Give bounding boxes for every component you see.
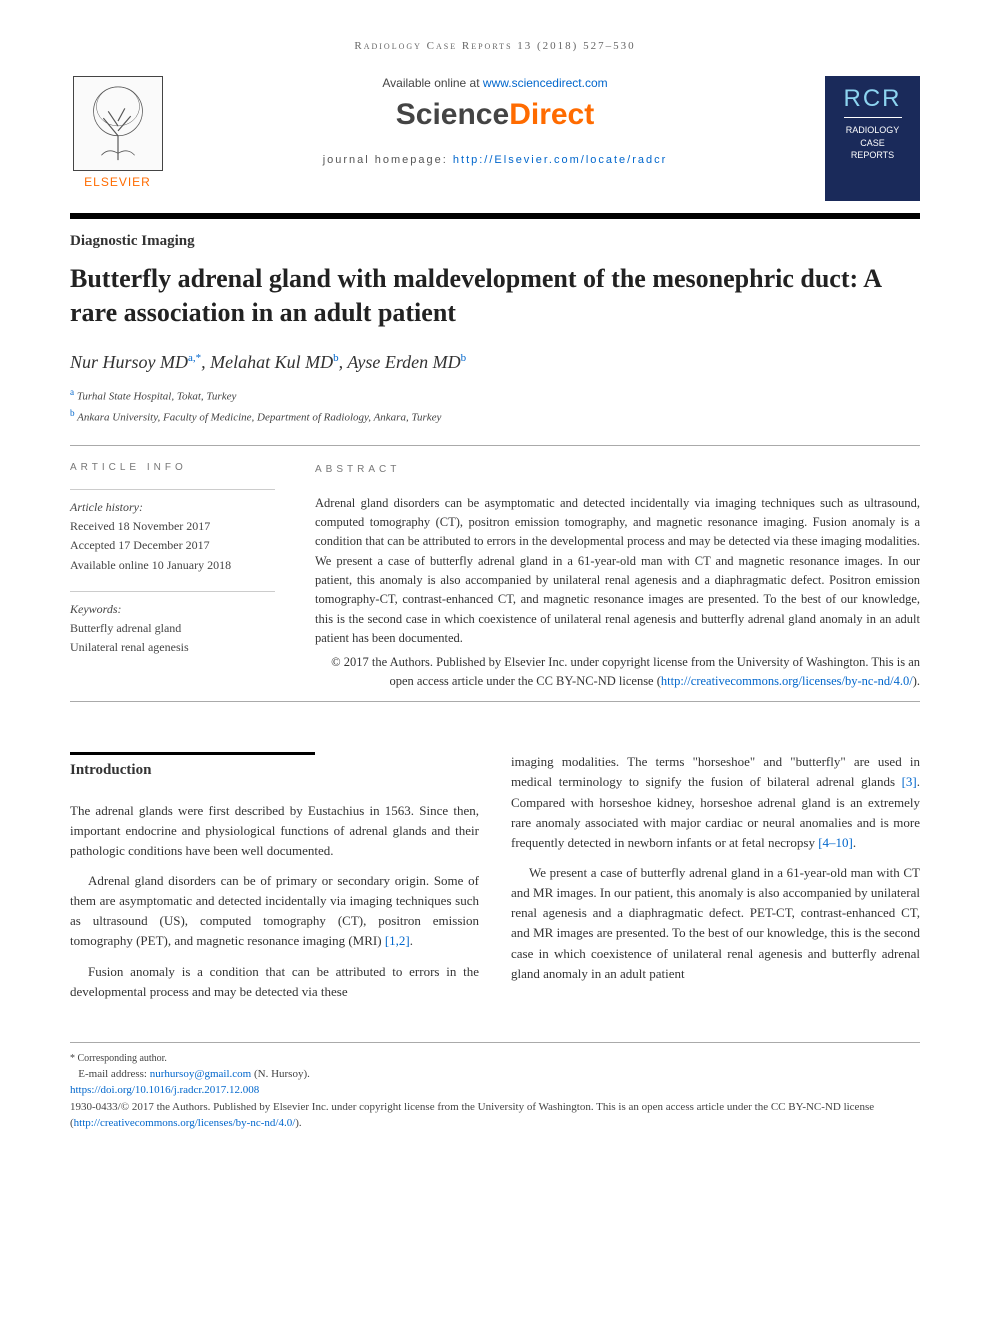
sciencedirect-link[interactable]: www.sciencedirect.com [483,76,608,90]
ref-link[interactable]: [1,2] [385,933,410,948]
elsevier-logo: ELSEVIER [70,76,165,189]
doi-link[interactable]: https://doi.org/10.1016/j.radcr.2017.12.… [70,1084,259,1096]
period: . [410,933,413,948]
affil-mark: a [70,387,74,397]
affil-text: Turhal State Hospital, Tokat, Turkey [77,390,237,402]
keyword-item: Unilateral renal agenesis [70,638,275,657]
author-marks: b [461,352,467,364]
period: . [853,835,856,850]
body-columns: Introduction The adrenal glands were fir… [70,752,920,1012]
available-online: Available online at www.sciencedirect.co… [185,76,805,90]
online-date: Available online 10 January 2018 [70,556,275,575]
affil-text: Ankara University, Faculty of Medicine, … [77,412,441,424]
info-heading: ARTICLE INFO [70,462,275,473]
affiliations: a Turhal State Hospital, Tokat, Turkey b… [70,385,920,428]
author-1: Nur Hursoy MDa,* [70,352,201,372]
info-abstract-row: ARTICLE INFO Article history: Received 1… [70,445,920,702]
author-marks: a,* [188,352,201,364]
masthead-center: Available online at www.sciencedirect.co… [165,76,825,166]
author-name: Ayse Erden MD [347,352,460,372]
footnote-license-link[interactable]: http://creativecommons.org/licenses/by-n… [74,1117,296,1129]
author-marks: b [333,352,339,364]
ref-link[interactable]: [4–10] [818,835,853,850]
available-online-text: Available online at [382,76,483,90]
divider-bar [70,213,920,219]
email-whom: (N. Hursoy). [251,1068,310,1080]
homepage-label: journal homepage: [323,154,453,166]
sd-bold: Direct [509,98,594,131]
jname-l1: RADIOLOGY [846,124,900,137]
history-label: Article history: [70,498,275,517]
issn-copyright: 1930-0433/© 2017 the Authors. Published … [70,1099,920,1132]
close-paren: ). [913,674,920,688]
article-history: Article history: Received 18 November 20… [70,489,275,575]
body-para: Fusion anomaly is a condition that can b… [70,962,479,1002]
keywords: Keywords: Butterfly adrenal gland Unilat… [70,591,275,658]
email-line: E-mail address: nurhursoy@gmail.com (N. … [70,1066,920,1083]
author-name: Nur Hursoy MD [70,352,188,372]
abstract-copyright: © 2017 the Authors. Published by Elsevie… [315,653,920,692]
abstract: ABSTRACT Adrenal gland disorders can be … [315,462,920,691]
close-paren: ). [295,1117,301,1129]
author-2: Melahat Kul MDb [210,352,339,372]
email-label: E-mail address: [78,1068,149,1080]
homepage-link[interactable]: http://Elsevier.com/locate/radcr [453,154,667,166]
journal-homepage: journal homepage: http://Elsevier.com/lo… [185,154,805,166]
article-type: Diagnostic Imaging [70,233,920,250]
abstract-heading: ABSTRACT [315,462,920,478]
jname-l2: CASE [846,137,900,150]
ref-link[interactable]: [3] [902,774,917,789]
body-para: Adrenal gland disorders can be of primar… [70,871,479,952]
body-para: The adrenal glands were first described … [70,801,479,861]
body-col-right: imaging modalities. The terms "horseshoe… [511,752,920,1012]
running-head: Radiology Case Reports 13 (2018) 527–530 [70,40,920,52]
para-text: imaging modalities. The terms "horseshoe… [511,754,920,789]
journal-abbrev: RCR [844,85,902,118]
body-col-left: Introduction The adrenal glands were fir… [70,752,479,1012]
affiliation-row: b Ankara University, Faculty of Medicine… [70,406,920,427]
masthead: ELSEVIER Available online at www.science… [70,76,920,201]
author-name: Melahat Kul MD [210,352,333,372]
abstract-text: Adrenal gland disorders can be asymptoma… [315,494,920,649]
accepted-date: Accepted 17 December 2017 [70,536,275,555]
affiliation-row: a Turhal State Hospital, Tokat, Turkey [70,385,920,406]
sd-plain: Science [396,98,509,131]
license-link[interactable]: http://creativecommons.org/licenses/by-n… [661,674,913,688]
affil-mark: b [70,408,75,418]
article-title: Butterfly adrenal gland with maldevelopm… [70,262,920,330]
elsevier-wordmark: ELSEVIER [84,175,151,189]
keyword-item: Butterfly adrenal gland [70,619,275,638]
journal-cover: RCR RADIOLOGY CASE REPORTS [825,76,920,201]
elsevier-tree-icon [73,76,163,171]
footnotes: * Corresponding author. E-mail address: … [70,1042,920,1132]
body-para: We present a case of butterfly adrenal g… [511,863,920,984]
author-3: Ayse Erden MDb [347,352,466,372]
email-link[interactable]: nurhursoy@gmail.com [150,1068,251,1080]
keywords-label: Keywords: [70,600,275,619]
body-para: imaging modalities. The terms "horseshoe… [511,752,920,853]
journal-name: RADIOLOGY CASE REPORTS [846,124,900,162]
corresponding-author: * Corresponding author. [70,1051,920,1066]
intro-heading: Introduction [70,752,315,782]
sciencedirect-logo: ScienceDirect [185,98,805,132]
received-date: Received 18 November 2017 [70,517,275,536]
para-text: Adrenal gland disorders can be of primar… [70,873,479,948]
jname-l3: REPORTS [846,149,900,162]
authors: Nur Hursoy MDa,*, Melahat Kul MDb, Ayse … [70,352,920,373]
article-info: ARTICLE INFO Article history: Received 1… [70,462,285,691]
